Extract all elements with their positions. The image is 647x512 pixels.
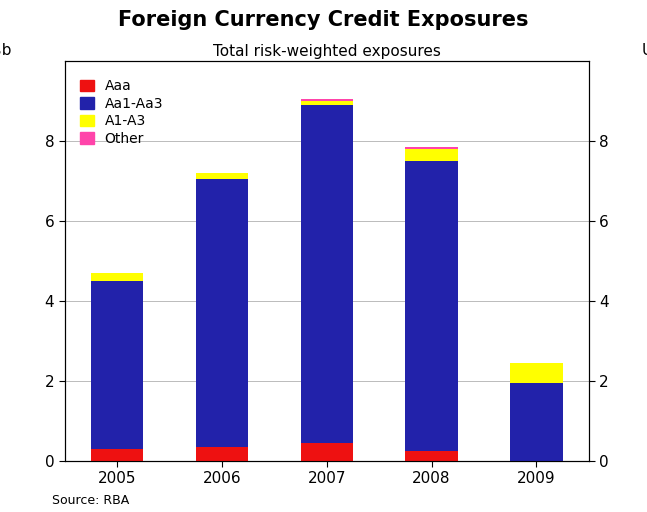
Bar [300, 105, 353, 443]
Bar [195, 173, 248, 179]
Bar [300, 101, 353, 105]
Bar [195, 179, 248, 447]
Text: Source: RBA: Source: RBA [52, 494, 129, 507]
Bar [300, 99, 353, 101]
Text: US$b: US$b [641, 42, 647, 57]
Bar [91, 273, 143, 281]
Bar [300, 443, 353, 461]
Text: US$b: US$b [0, 42, 12, 57]
Bar [405, 161, 458, 451]
Bar [510, 363, 563, 383]
Bar [405, 150, 458, 161]
Legend: Aaa, Aa1-Aa3, A1-A3, Other: Aaa, Aa1-Aa3, A1-A3, Other [77, 76, 166, 148]
Bar [510, 383, 563, 461]
Bar [405, 147, 458, 150]
Title: Total risk-weighted exposures: Total risk-weighted exposures [213, 44, 441, 59]
Bar [91, 449, 143, 461]
Bar [195, 447, 248, 461]
Text: Foreign Currency Credit Exposures: Foreign Currency Credit Exposures [118, 10, 529, 30]
Bar [91, 281, 143, 449]
Bar [405, 451, 458, 461]
